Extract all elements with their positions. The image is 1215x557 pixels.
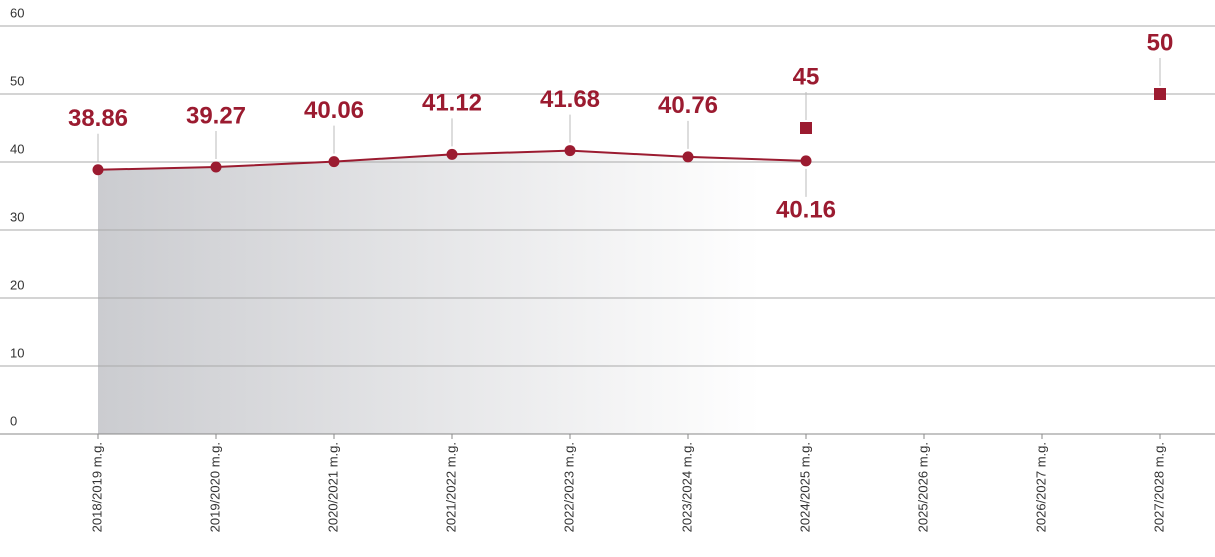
marker xyxy=(564,145,576,157)
x-tick-label: 2023/2024 m.g. xyxy=(679,442,694,532)
x-tick-label: 2019/2020 m.g. xyxy=(207,442,222,532)
data-label: 40.16 xyxy=(776,196,836,223)
y-tick-label: 50 xyxy=(10,73,24,88)
marker xyxy=(328,156,340,168)
y-tick-label: 10 xyxy=(10,345,24,360)
marker xyxy=(1154,88,1166,100)
y-tick-label: 60 xyxy=(10,5,24,20)
data-label: 40.76 xyxy=(658,92,718,119)
data-label: 41.12 xyxy=(422,90,482,117)
marker xyxy=(92,164,104,176)
y-tick-label: 0 xyxy=(10,413,17,428)
x-tick-label: 2027/2028 m.g. xyxy=(1151,442,1166,532)
data-label: 41.68 xyxy=(540,86,600,113)
marker xyxy=(800,122,812,134)
x-tick-label: 2026/2027 m.g. xyxy=(1033,442,1048,532)
x-tick-label: 2018/2019 m.g. xyxy=(89,442,104,532)
data-label: 40.06 xyxy=(304,97,364,124)
y-tick-label: 20 xyxy=(10,277,24,292)
x-tick-label: 2024/2025 m.g. xyxy=(797,442,812,532)
marker xyxy=(210,161,222,173)
marker xyxy=(800,155,812,167)
y-tick-label: 40 xyxy=(10,141,24,156)
marker xyxy=(682,151,694,163)
data-label: 38.86 xyxy=(68,105,128,132)
x-tick-label: 2025/2026 m.g. xyxy=(915,442,930,532)
x-tick-label: 2020/2021 m.g. xyxy=(325,442,340,532)
area xyxy=(98,150,806,435)
marker xyxy=(446,148,458,160)
x-tick-label: 2022/2023 m.g. xyxy=(561,442,576,532)
data-label: 50 xyxy=(1147,29,1174,56)
data-label: 45 xyxy=(793,63,820,90)
x-tick-label: 2021/2022 m.g. xyxy=(443,442,458,532)
y-tick-label: 30 xyxy=(10,209,24,224)
data-label: 39.27 xyxy=(186,102,246,129)
